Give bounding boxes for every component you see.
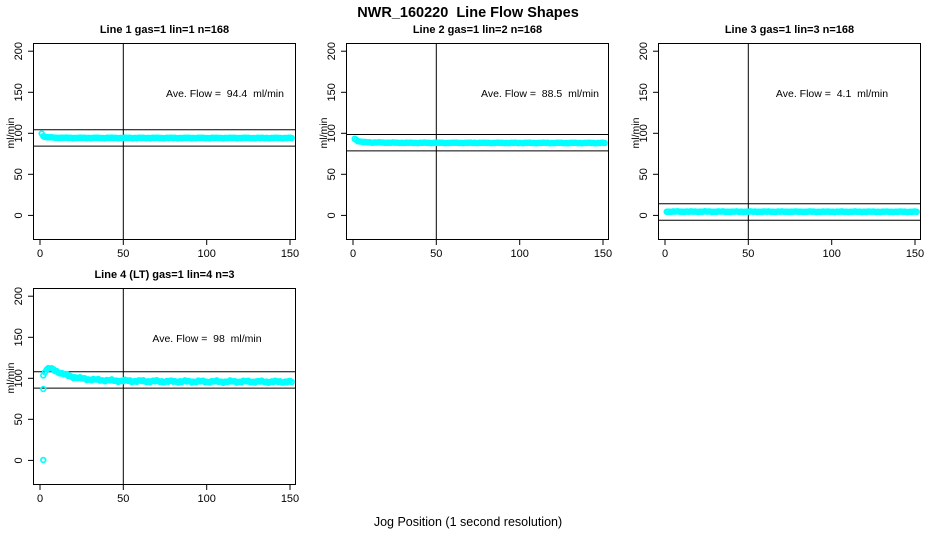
- plot-border: [658, 43, 921, 240]
- data-points: [40, 364, 295, 464]
- panel-line-1: Line 1 gas=1 lin=1 n=168 ml/min Ave. Flo…: [5, 24, 299, 260]
- x-axis-tick-labels: 0 50 100 150: [37, 248, 299, 260]
- x-axis-ticks: [352, 240, 604, 245]
- ave-flow-annotation: Ave. Flow = 98 ml/min: [152, 333, 262, 345]
- svg-text:0: 0: [350, 248, 356, 260]
- plot-svg: 0 50 100 150 0 50 100 150 200: [13, 287, 299, 505]
- svg-text:50: 50: [13, 168, 25, 180]
- ave-flow-annotation: Ave. Flow = 4.1 ml/min: [775, 88, 889, 100]
- plot-border: [346, 43, 609, 240]
- svg-text:0: 0: [662, 248, 668, 260]
- panel-line-2: Line 2 gas=1 lin=2 n=168 ml/min Ave. Flo…: [318, 24, 612, 260]
- svg-text:100: 100: [511, 248, 529, 260]
- svg-text:0: 0: [37, 493, 43, 505]
- svg-text:150: 150: [281, 493, 299, 505]
- y-axis-ticks: [28, 295, 33, 461]
- svg-text:200: 200: [638, 42, 650, 60]
- panel-line-4: Line 4 (LT) gas=1 lin=4 n=3 ml/min Ave. …: [5, 269, 299, 505]
- svg-text:50: 50: [117, 248, 129, 260]
- y-axis-tick-labels: 0 50 100 150 200: [13, 287, 25, 463]
- svg-text:100: 100: [638, 124, 650, 142]
- x-axis-ticks: [39, 240, 291, 245]
- outlier-point: [40, 385, 47, 393]
- reference-lines: [33, 43, 296, 240]
- svg-text:100: 100: [198, 493, 216, 505]
- y-axis-ticks: [341, 50, 346, 216]
- svg-text:50: 50: [638, 168, 650, 180]
- ave-flow-annotation: Ave. Flow = 94.4 ml/min: [166, 88, 284, 100]
- plot-svg: 0 50 100 150 0 50 100 150 200: [326, 42, 612, 260]
- svg-text:0: 0: [638, 212, 650, 218]
- y-axis-ticks: [653, 50, 658, 216]
- svg-text:150: 150: [594, 248, 612, 260]
- svg-text:50: 50: [430, 248, 442, 260]
- plot-area: 0 50 100 150 0 50 100 150 200: [638, 42, 924, 260]
- svg-text:50: 50: [13, 413, 25, 425]
- svg-text:100: 100: [198, 248, 216, 260]
- reference-lines: [33, 288, 296, 485]
- panel-title: Line 1 gas=1 lin=1 n=168: [99, 24, 230, 36]
- svg-text:100: 100: [823, 248, 841, 260]
- svg-text:0: 0: [13, 457, 25, 463]
- panel-title: Line 4 (LT) gas=1 lin=4 n=3: [94, 269, 235, 281]
- x-axis-label: Jog Position (1 second resolution): [373, 515, 563, 529]
- y-axis-tick-labels: 0 50 100 150 200: [13, 42, 25, 218]
- plot-area: 0 50 100 150 0 50 100 150 200: [13, 42, 299, 260]
- svg-text:150: 150: [13, 328, 25, 346]
- y-axis-ticks: [28, 50, 33, 216]
- ave-flow-annotation: Ave. Flow = 88.5 ml/min: [481, 88, 599, 100]
- outlier-point: [40, 372, 47, 379]
- svg-text:50: 50: [742, 248, 754, 260]
- panel-title: Line 2 gas=1 lin=2 n=168: [412, 24, 543, 36]
- data-points: [351, 135, 608, 147]
- svg-text:50: 50: [117, 493, 129, 505]
- svg-text:150: 150: [13, 83, 25, 101]
- svg-text:200: 200: [326, 42, 338, 60]
- svg-text:200: 200: [13, 287, 25, 305]
- svg-text:150: 150: [281, 248, 299, 260]
- data-points: [38, 130, 295, 142]
- data-points: [663, 208, 920, 216]
- svg-text:0: 0: [326, 212, 338, 218]
- svg-text:150: 150: [638, 83, 650, 101]
- panel-line-3: Line 3 gas=1 lin=3 n=168 ml/min Ave. Flo…: [630, 24, 924, 260]
- svg-text:150: 150: [326, 83, 338, 101]
- plot-area: 0 50 100 150 0 50 100 150 200: [326, 42, 612, 260]
- panel-title: Line 3 gas=1 lin=3 n=168: [724, 24, 855, 36]
- y-axis-tick-labels: 0 50 100 150 200: [326, 42, 338, 218]
- x-axis-tick-labels: 0 50 100 150: [662, 248, 924, 260]
- svg-text:100: 100: [13, 369, 25, 387]
- plot-svg: 0 50 100 150 0 50 100 150 200: [13, 42, 299, 260]
- svg-text:50: 50: [326, 168, 338, 180]
- x-axis-tick-labels: 0 50 100 150: [37, 493, 299, 505]
- svg-text:0: 0: [37, 248, 43, 260]
- x-axis-ticks: [664, 240, 916, 245]
- svg-text:100: 100: [13, 124, 25, 142]
- svg-text:0: 0: [13, 212, 25, 218]
- plot-border: [33, 288, 296, 485]
- figure-title: NWR_160220 Line Flow Shapes: [357, 5, 579, 21]
- x-axis-ticks: [39, 485, 291, 490]
- plot-area: 0 50 100 150 0 50 100 150 200: [13, 287, 299, 505]
- svg-text:200: 200: [13, 42, 25, 60]
- plot-border: [33, 43, 296, 240]
- outlier-point: [40, 456, 47, 464]
- plot-svg: 0 50 100 150 0 50 100 150 200: [638, 42, 924, 260]
- x-axis-tick-labels: 0 50 100 150: [350, 248, 612, 260]
- y-axis-tick-labels: 0 50 100 150 200: [638, 42, 650, 218]
- svg-text:100: 100: [326, 124, 338, 142]
- reference-lines: [658, 43, 921, 240]
- svg-text:150: 150: [906, 248, 924, 260]
